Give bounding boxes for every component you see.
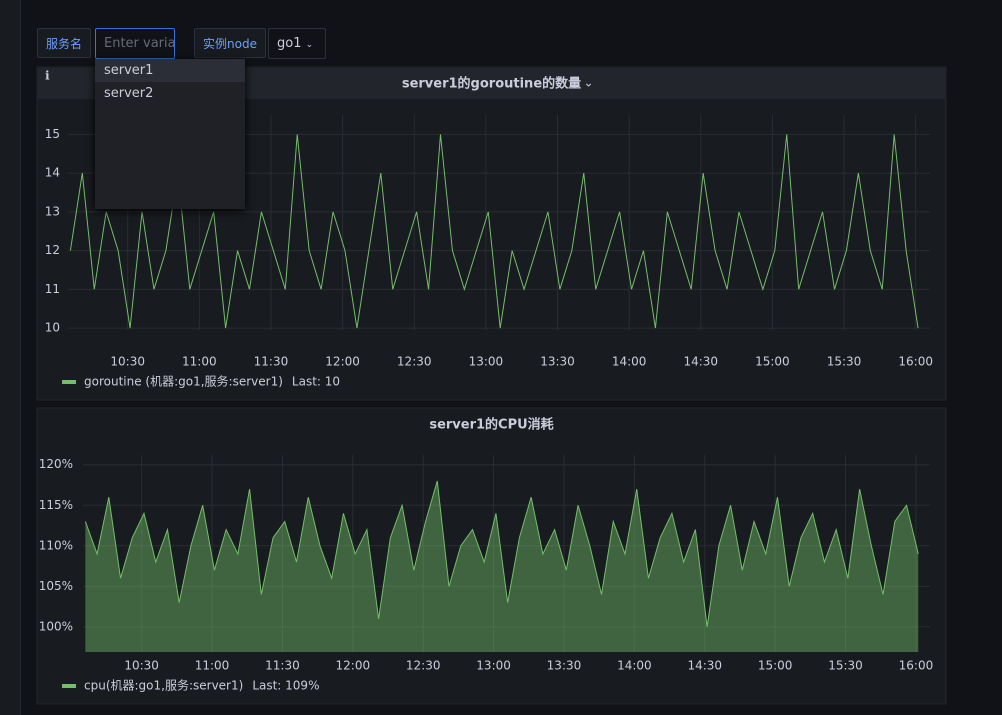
x-tick-label: 16:00 bbox=[899, 659, 934, 673]
x-tick-label: 14:30 bbox=[683, 355, 718, 369]
legend-swatch bbox=[62, 684, 76, 688]
variable-select[interactable]: go1 ⌄ bbox=[268, 28, 326, 59]
x-tick-label: 11:30 bbox=[265, 659, 300, 673]
x-tick-label: 15:00 bbox=[758, 659, 793, 673]
x-tick-label: 16:00 bbox=[898, 355, 933, 369]
x-tick-label: 14:30 bbox=[687, 659, 722, 673]
legend-name: goroutine (机器:go1,服务:server1) bbox=[84, 374, 283, 389]
legend-swatch bbox=[62, 380, 76, 384]
y-tick-label: 120% bbox=[39, 457, 73, 471]
x-tick-label: 12:30 bbox=[406, 659, 441, 673]
panel-title: server1的CPU消耗 bbox=[429, 417, 553, 433]
y-tick-label: 110% bbox=[39, 538, 73, 552]
x-tick-label: 14:00 bbox=[617, 659, 652, 673]
x-tick-label: 13:30 bbox=[547, 659, 582, 673]
x-tick-label: 15:30 bbox=[828, 659, 863, 673]
sidebar bbox=[0, 0, 20, 715]
x-tick-label: 13:00 bbox=[469, 355, 504, 369]
title-chevron: ⌄ bbox=[584, 76, 594, 90]
panel-title: server1的goroutine的数量 bbox=[402, 76, 581, 92]
x-tick-label: 15:30 bbox=[827, 355, 862, 369]
info-icon: ℹ bbox=[45, 69, 50, 83]
x-tick-label: 10:30 bbox=[110, 355, 145, 369]
dropdown-option[interactable]: server1 bbox=[95, 59, 245, 82]
y-tick-label: 15 bbox=[45, 127, 60, 141]
x-tick-label: 12:00 bbox=[336, 659, 371, 673]
x-tick-label: 10:30 bbox=[124, 659, 159, 673]
x-tick-label: 12:00 bbox=[325, 355, 360, 369]
y-tick-label: 11 bbox=[45, 282, 60, 296]
x-tick-label: 11:00 bbox=[182, 355, 217, 369]
x-tick-label: 12:30 bbox=[397, 355, 432, 369]
x-tick-label: 11:30 bbox=[254, 355, 289, 369]
y-tick-label: 14 bbox=[45, 166, 60, 180]
y-tick-label: 100% bbox=[39, 619, 73, 633]
dropdown: server1 server2 bbox=[95, 59, 245, 209]
x-tick-label: 13:30 bbox=[540, 355, 575, 369]
x-tick-label: 15:00 bbox=[755, 355, 790, 369]
variable-label: 实例node bbox=[194, 28, 266, 58]
y-tick-label: 10 bbox=[45, 321, 60, 335]
legend-stat: Last: 10 bbox=[292, 375, 340, 389]
y-tick-label: 115% bbox=[39, 498, 73, 512]
legend-name: cpu(机器:go1,服务:server1) bbox=[84, 678, 243, 693]
legend-stat: Last: 109% bbox=[252, 679, 319, 693]
variable-label: 服务名 bbox=[37, 28, 92, 58]
y-tick-label: 13 bbox=[45, 204, 60, 218]
variable-input[interactable]: Enter varia bbox=[95, 28, 175, 59]
dropdown-option[interactable]: server2 bbox=[104, 86, 154, 101]
y-tick-label: 105% bbox=[39, 579, 73, 593]
select-value: go1 bbox=[277, 36, 302, 51]
line bbox=[69, 134, 919, 329]
x-tick-label: 13:00 bbox=[476, 659, 511, 673]
line bbox=[84, 480, 919, 627]
y-tick-label: 12 bbox=[45, 243, 60, 257]
chevron: ⌄ bbox=[305, 40, 314, 50]
x-tick-label: 14:00 bbox=[612, 355, 647, 369]
x-tick-label: 11:00 bbox=[195, 659, 230, 673]
